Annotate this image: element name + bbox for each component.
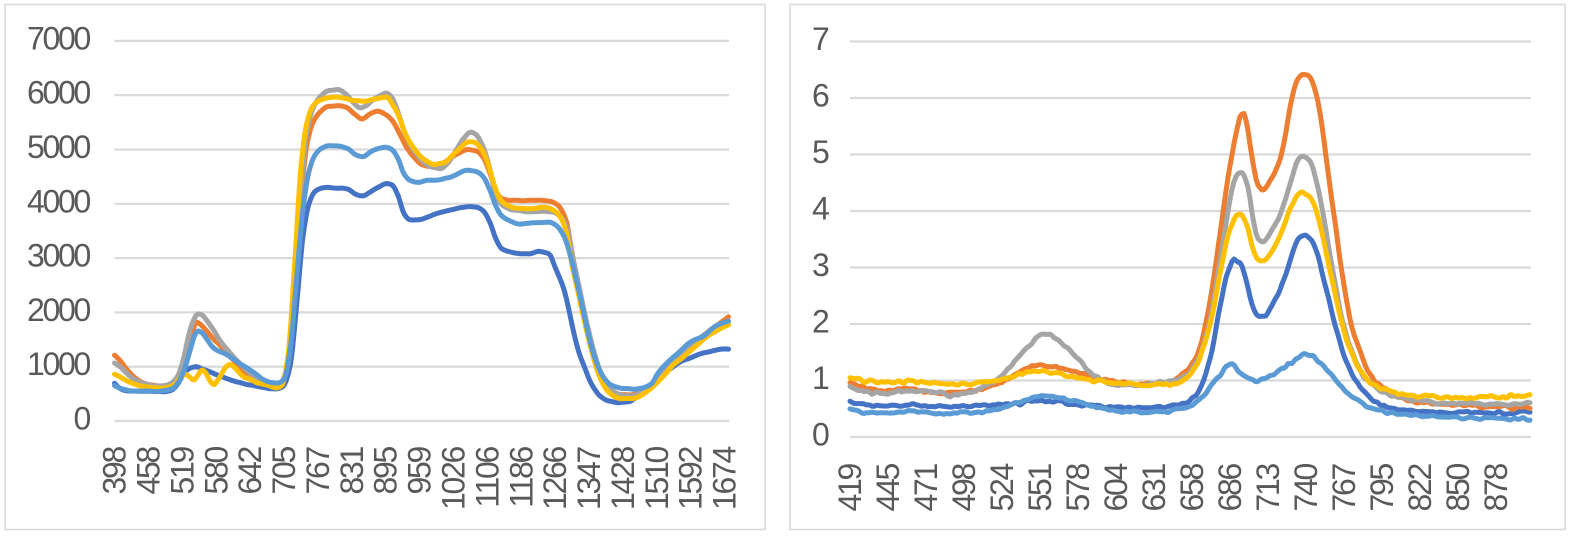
svg-text:2000: 2000 — [27, 292, 90, 328]
svg-text:850: 850 — [1440, 464, 1476, 512]
svg-text:831: 831 — [334, 447, 370, 495]
svg-text:1026: 1026 — [436, 447, 472, 510]
svg-text:519: 519 — [165, 447, 201, 495]
svg-text:822: 822 — [1402, 464, 1438, 512]
svg-text:1186: 1186 — [503, 447, 539, 508]
svg-text:5: 5 — [812, 134, 829, 170]
svg-text:398: 398 — [97, 447, 133, 495]
svg-text:1510: 1510 — [639, 447, 675, 510]
svg-text:3: 3 — [812, 247, 829, 283]
svg-text:767: 767 — [1326, 464, 1362, 512]
svg-text:713: 713 — [1250, 464, 1286, 512]
svg-text:0: 0 — [74, 401, 91, 437]
svg-text:658: 658 — [1174, 464, 1210, 512]
svg-text:580: 580 — [198, 447, 234, 495]
svg-text:578: 578 — [1060, 464, 1096, 512]
svg-text:524: 524 — [984, 464, 1020, 512]
svg-text:498: 498 — [946, 464, 982, 512]
svg-text:5000: 5000 — [27, 129, 90, 165]
svg-text:3000: 3000 — [27, 238, 90, 274]
svg-text:1266: 1266 — [537, 447, 573, 510]
svg-text:445: 445 — [870, 464, 906, 512]
svg-text:1106: 1106 — [469, 447, 505, 508]
svg-text:642: 642 — [232, 447, 268, 495]
svg-text:895: 895 — [368, 447, 404, 495]
svg-text:959: 959 — [402, 447, 438, 495]
svg-text:6: 6 — [812, 78, 829, 114]
svg-text:7: 7 — [812, 21, 829, 57]
svg-text:471: 471 — [908, 464, 944, 512]
svg-text:1000: 1000 — [27, 346, 90, 382]
svg-text:604: 604 — [1098, 464, 1134, 512]
svg-text:631: 631 — [1136, 464, 1172, 512]
svg-text:2: 2 — [812, 304, 829, 340]
svg-text:878: 878 — [1478, 464, 1514, 512]
svg-text:419: 419 — [832, 464, 868, 512]
svg-text:1428: 1428 — [605, 447, 641, 510]
svg-text:740: 740 — [1288, 464, 1324, 512]
svg-text:767: 767 — [300, 447, 336, 495]
svg-text:0: 0 — [812, 417, 829, 453]
svg-text:686: 686 — [1212, 464, 1248, 512]
svg-text:1592: 1592 — [673, 447, 709, 510]
svg-text:4: 4 — [812, 191, 829, 227]
svg-text:795: 795 — [1364, 464, 1400, 512]
svg-text:1347: 1347 — [571, 447, 607, 510]
svg-text:458: 458 — [131, 447, 167, 495]
svg-text:1674: 1674 — [707, 447, 743, 510]
svg-text:551: 551 — [1022, 464, 1058, 512]
svg-text:1: 1 — [812, 360, 829, 396]
svg-text:6000: 6000 — [27, 75, 90, 111]
svg-text:4000: 4000 — [27, 183, 90, 219]
svg-text:7000: 7000 — [27, 20, 90, 56]
svg-text:705: 705 — [266, 447, 302, 495]
